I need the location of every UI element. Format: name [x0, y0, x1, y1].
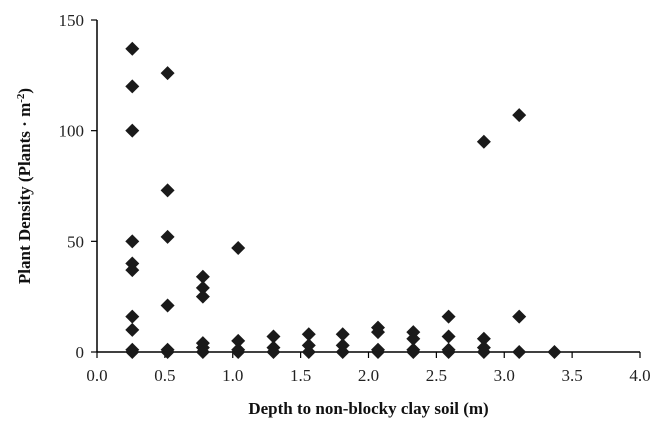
data-point: [266, 345, 281, 359]
x-tick-label: 3.0: [494, 366, 515, 385]
data-point: [231, 240, 246, 255]
y-axis-title-text: Plant Density (Plants · m: [15, 103, 34, 284]
x-tick-label: 1.0: [222, 366, 243, 385]
y-axis-title-superscript: -2: [15, 93, 27, 103]
y-axis-title-close: ): [15, 88, 34, 94]
data-point: [125, 234, 140, 249]
data-point: [125, 79, 140, 94]
data-point: [160, 229, 175, 244]
data-point: [512, 309, 527, 324]
x-axis-title: Depth to non-blocky clay soil (m): [248, 399, 488, 418]
data-point: [441, 329, 456, 344]
y-tick-label: 0: [76, 343, 85, 362]
data-point: [476, 134, 491, 149]
data-point: [371, 325, 386, 340]
x-tick-label: 2.5: [426, 366, 447, 385]
data-point: [160, 298, 175, 313]
data-point: [195, 280, 210, 295]
data-point: [301, 345, 316, 359]
data-point: [335, 327, 350, 342]
y-axis: 0 50 100 150: [59, 11, 98, 362]
data-point: [160, 345, 175, 359]
data-point: [195, 289, 210, 304]
x-axis: 0.0 0.5 1.0 1.5 2.0 2.5 3.0 3.5 4.0: [86, 351, 651, 385]
data-point: [476, 345, 491, 359]
x-tick-label: 0.0: [86, 366, 107, 385]
data-point: [476, 331, 491, 346]
data-point: [441, 309, 456, 324]
data-point: [512, 345, 527, 359]
data-point: [512, 108, 527, 123]
data-point: [406, 331, 421, 346]
data-point: [231, 333, 246, 348]
x-tick-label: 3.5: [562, 366, 583, 385]
data-point: [125, 263, 140, 278]
data-points: [125, 41, 562, 359]
data-point: [160, 66, 175, 81]
data-point: [371, 345, 386, 359]
x-tick-label: 1.5: [290, 366, 311, 385]
data-point: [125, 41, 140, 56]
y-tick-label: 150: [59, 11, 85, 30]
data-point: [266, 329, 281, 344]
x-tick-label: 4.0: [629, 366, 650, 385]
data-point: [301, 327, 316, 342]
data-point: [125, 309, 140, 324]
data-point: [231, 345, 246, 359]
data-point: [125, 123, 140, 138]
data-point: [160, 183, 175, 198]
x-tick-label: 0.5: [154, 366, 175, 385]
x-tick-label: 2.0: [358, 366, 379, 385]
data-point: [195, 345, 210, 359]
data-point: [125, 322, 140, 337]
data-point: [195, 269, 210, 284]
data-point: [335, 345, 350, 359]
y-axis-title: Plant Density (Plants · m-2): [15, 88, 34, 284]
data-point: [547, 345, 562, 359]
y-tick-label: 100: [59, 122, 85, 141]
y-tick-label: 50: [67, 232, 84, 251]
data-point: [406, 345, 421, 359]
data-point: [125, 345, 140, 359]
data-point: [441, 345, 456, 359]
